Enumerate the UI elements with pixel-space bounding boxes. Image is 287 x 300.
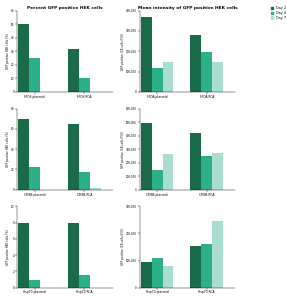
Y-axis label: GFP positive (CK cells (F/I)): GFP positive (CK cells (F/I)) bbox=[121, 229, 125, 266]
Y-axis label: GFP positive HEK cells (%): GFP positive HEK cells (%) bbox=[5, 131, 9, 167]
Y-axis label: GFP positive HEK cells (%): GFP positive HEK cells (%) bbox=[5, 33, 9, 69]
Bar bbox=[18, 119, 29, 190]
Bar bbox=[201, 156, 212, 190]
Y-axis label: GFP positive HEK cells (%): GFP positive HEK cells (%) bbox=[5, 229, 9, 265]
Bar bbox=[152, 68, 162, 92]
Bar bbox=[29, 167, 40, 190]
Bar bbox=[162, 266, 173, 288]
Bar bbox=[152, 170, 162, 190]
Title: Mean intensity of GFP positive HEK cells: Mean intensity of GFP positive HEK cells bbox=[137, 6, 237, 10]
Bar bbox=[79, 78, 90, 92]
Bar bbox=[141, 123, 152, 190]
Bar bbox=[190, 246, 201, 288]
Bar bbox=[79, 275, 90, 288]
Bar bbox=[141, 17, 152, 92]
Bar bbox=[90, 188, 100, 190]
Bar bbox=[29, 58, 40, 92]
Bar bbox=[190, 35, 201, 92]
Bar bbox=[18, 24, 29, 92]
Bar bbox=[68, 49, 79, 92]
Title: Percent GFP positive HEK cells: Percent GFP positive HEK cells bbox=[27, 6, 103, 10]
Y-axis label: GFP positive (CK cells (F/I)): GFP positive (CK cells (F/I)) bbox=[121, 33, 125, 70]
Bar bbox=[141, 262, 152, 288]
Bar bbox=[68, 124, 79, 190]
Bar bbox=[212, 221, 223, 288]
Bar bbox=[18, 223, 29, 288]
Bar bbox=[201, 52, 212, 92]
Y-axis label: GFP positive (CK cells (F/I)): GFP positive (CK cells (F/I)) bbox=[121, 131, 125, 168]
Bar bbox=[152, 258, 162, 288]
Bar bbox=[201, 244, 212, 288]
Legend: Day 2, Day 4, Day 7: Day 2, Day 4, Day 7 bbox=[271, 6, 286, 20]
Bar bbox=[212, 62, 223, 92]
Bar bbox=[29, 280, 40, 288]
Bar bbox=[162, 154, 173, 190]
Bar bbox=[212, 153, 223, 190]
Bar bbox=[68, 223, 79, 288]
Bar bbox=[79, 172, 90, 190]
Bar bbox=[190, 133, 201, 190]
Bar bbox=[162, 62, 173, 92]
